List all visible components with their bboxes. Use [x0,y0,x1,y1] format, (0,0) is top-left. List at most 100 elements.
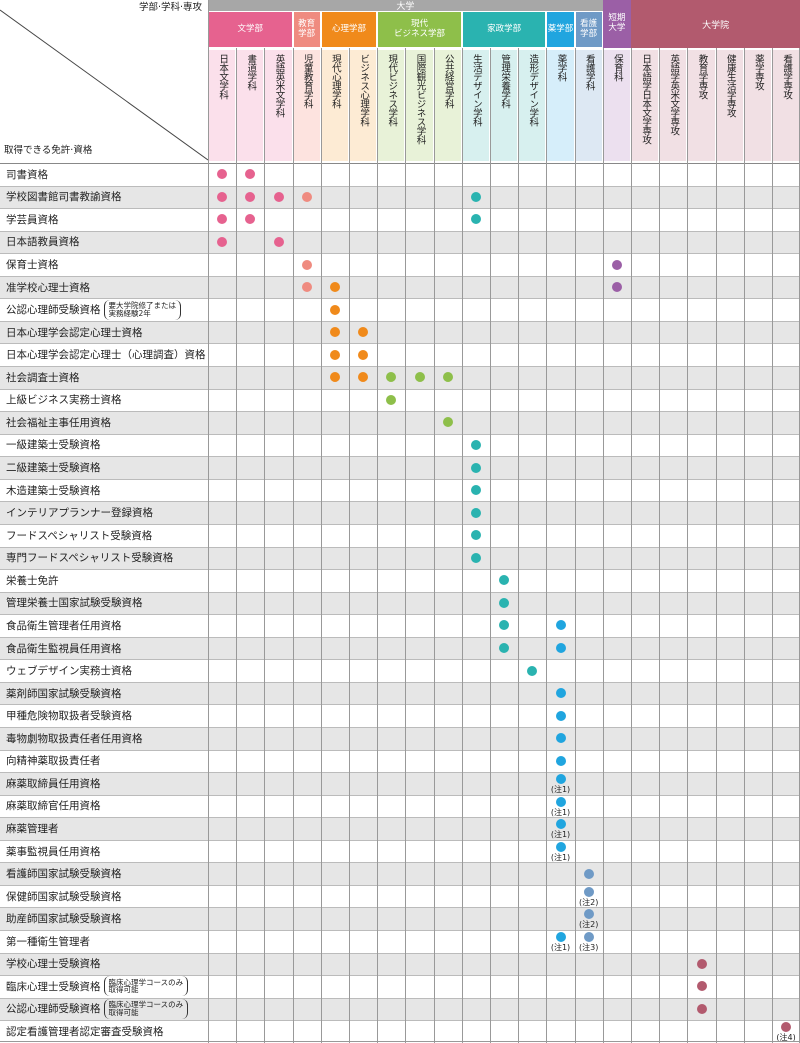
mark-dot [386,372,397,383]
mark-dot [386,394,397,405]
qualification-name: 社会福祉主事任用資格 [6,416,111,429]
row-label: 食品衛生管理者任用資格 [6,614,122,637]
department-16: 英語学英米文学専攻 [660,50,687,161]
row-label: 一級建築士受験資格 [6,434,101,457]
mark-dot [583,868,594,879]
faculty-label: 教育 学部 [298,18,316,39]
row-divider [0,727,800,728]
qualification-name: 看護師国家試験受験資格 [6,868,122,881]
row-bg [0,411,800,434]
mark-dot [358,349,369,360]
qualification-name: 司書資格 [6,168,48,181]
column-divider [631,48,632,1043]
department-4: 現代心理学科 [321,50,348,161]
department-label: 国際観光ビジネス学科 [414,54,426,144]
row-label: 認定看護管理者認定審査受験資格 [6,1020,164,1043]
faculty-1: 教育 学部 [293,12,320,47]
faculty-label: 現代 ビジネス学部 [393,18,445,39]
mark-dot [555,755,566,766]
qualification-name: 日本心理学会認定心理士（心理調査）資格 [6,349,206,362]
mark-dot [499,575,510,586]
department-label: 書道学科 [245,54,257,90]
mark-note: (注2) [579,897,599,907]
mark-dot [499,597,510,608]
row-bg [0,907,800,931]
row-label: 食品衛生監視員任用資格 [6,637,122,660]
row-label: 栄養士免許 [6,569,59,592]
mark-dot [217,236,228,247]
faculty-4: 家政学部 [462,12,546,47]
row-divider [0,253,800,255]
row-label: 麻薬管理者 [6,817,59,840]
row-bg [0,320,800,344]
mark-note: (注3) [579,943,599,953]
qualification-note-line: 要大学院修了または [108,300,177,310]
row-label: 学校心理士受験資格 [6,953,101,976]
mark-dot [414,372,425,383]
qualification-name: 学芸員資格 [6,213,59,226]
mark-dot [527,665,538,676]
row-label: 麻薬取締官任用資格 [6,795,101,818]
department-0: 日本文学科 [209,50,236,161]
mark-dot [583,886,594,897]
mark-dot [583,932,594,943]
column-divider [715,48,717,1043]
department-label: 日本文学科 [217,54,229,99]
row-bg [0,275,800,299]
row-divider [0,433,800,435]
mark-dot [555,796,566,807]
faculty-label: 家政学部 [487,23,522,34]
department-label: 薬学専攻 [752,54,764,90]
row-bg [0,230,800,254]
mark-dot [301,259,312,270]
department-1: 書道学科 [237,50,264,161]
department-label: 英語英米文学科 [273,54,285,117]
qualification-name: 保育士資格 [6,259,59,271]
corner-diagonal [0,9,208,161]
row-divider [0,591,800,593]
row-label: 日本心理学会認定心理士（心理調査）資格 [6,343,206,366]
column-divider [574,48,576,1043]
mark-dot [273,191,284,202]
row-divider [0,794,800,796]
department-label: 生活デザイン学科 [470,54,482,126]
row-divider [0,772,800,774]
department-label: 管理栄養学科 [499,54,511,108]
faculty-0: 文学部 [209,12,292,47]
column-divider [490,48,491,1043]
qualification-note-line: 取得可能 [108,1007,139,1017]
faculty-label: 薬学部 [547,23,574,34]
department-3: 児童教育学科 [293,50,320,161]
column-divider [236,48,238,1043]
qualification-name: 専門フードスペシャリスト受験資格 [6,552,174,565]
row-divider [0,411,800,413]
mark-dot [555,710,566,721]
qualification-name: 麻薬管理者 [6,823,59,835]
row-label: 管理栄養士国家試験受験資格 [6,592,143,615]
corner-top-label: 学部·学科·専攻 [138,2,202,13]
faculty-label: 文学部 [237,23,264,34]
row-label: 二級建築士受験資格 [6,456,101,479]
row-divider [0,614,800,616]
department-18: 健康生活学専攻 [716,50,743,161]
column-divider [208,0,209,1043]
row-label: 麻薬取締員任用資格 [6,772,101,795]
department-2: 英語英米文学科 [265,50,292,161]
mark-note: (注1) [550,852,571,862]
row-divider [0,343,800,345]
row-label: 木造建築士受験資格 [6,479,101,502]
row-divider [0,185,800,187]
column-divider [772,48,773,1043]
qualification-name: 食品衛生管理者任用資格 [6,619,122,632]
corner-cell: 学部·学科·専攻 取得できる免許·資格 [0,0,208,163]
department-label: 英語学英米文学専攻 [668,54,680,135]
mark-note: (注1) [550,830,571,840]
qualification-name: 向精神薬取扱責任者 [6,755,101,768]
top-group-label: 大学 [396,2,415,12]
mark-note: (注1) [550,785,571,795]
qualification-name: 助産師国家試験受験資格 [6,913,122,926]
faculty-5: 薬学部 [547,12,574,47]
mark-dot [470,462,481,473]
mark-dot [217,191,228,202]
department-label: 現代心理学科 [329,54,341,108]
